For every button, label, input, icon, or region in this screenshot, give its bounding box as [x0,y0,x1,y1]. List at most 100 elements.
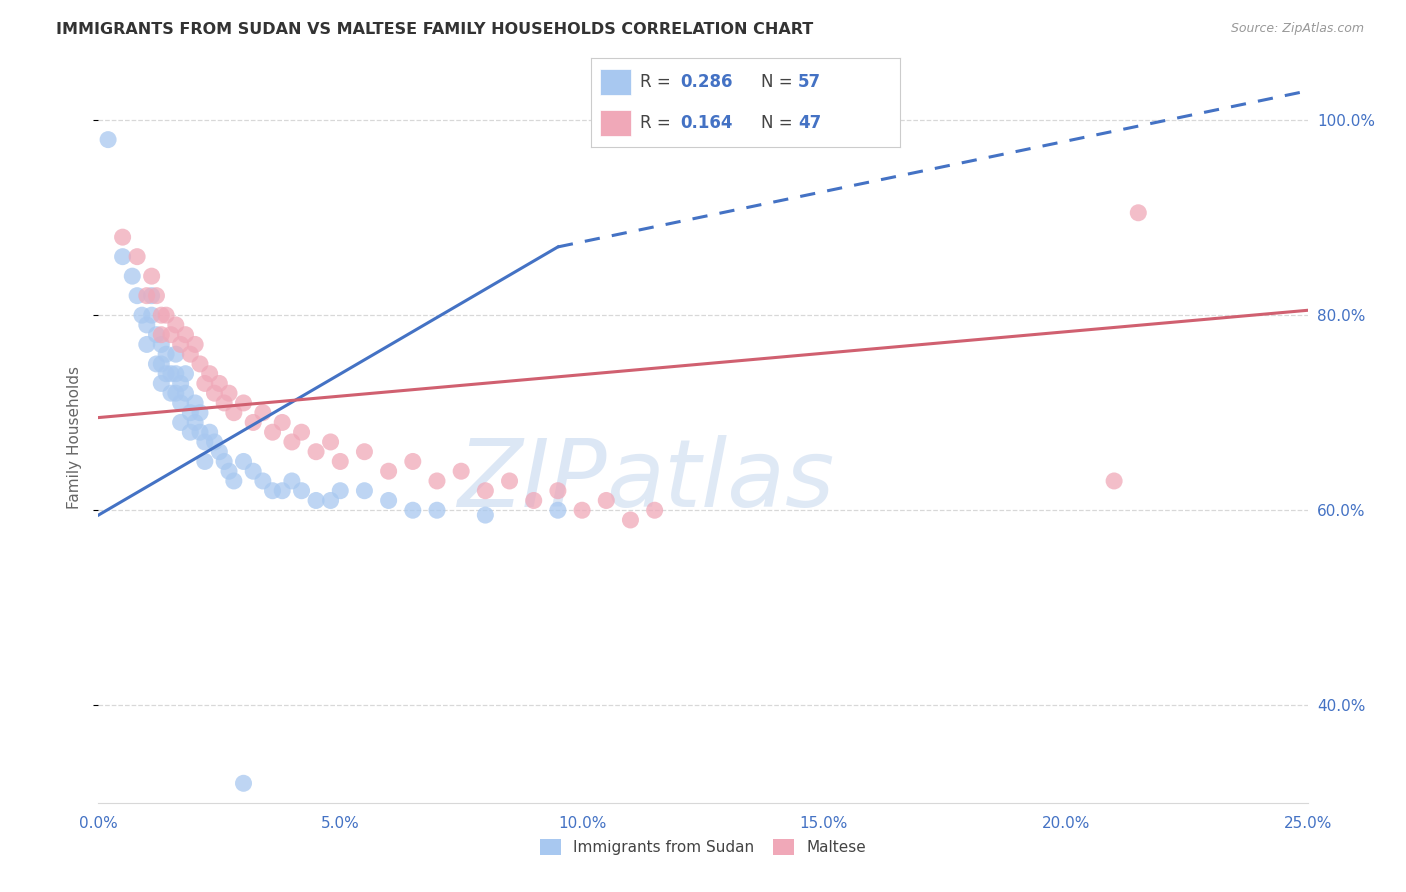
Point [198,367,221,381]
Point [188,425,211,440]
Point [111,230,134,244]
Point [218,386,240,401]
Point [644,503,666,517]
Text: N =: N = [761,73,797,91]
Point [305,493,328,508]
Point [135,288,157,302]
Point [426,474,449,488]
Point [319,434,342,449]
Point [212,396,235,410]
Text: 0.286: 0.286 [681,73,733,91]
Point [165,367,187,381]
Point [208,444,231,458]
Point [377,464,399,478]
Text: N =: N = [761,114,797,132]
Point [145,288,167,302]
Text: IMMIGRANTS FROM SUDAN VS MALTESE FAMILY HOUSEHOLDS CORRELATION CHART: IMMIGRANTS FROM SUDAN VS MALTESE FAMILY … [56,22,814,37]
Point [218,464,240,478]
Point [271,416,294,430]
Point [145,357,167,371]
Point [271,483,294,498]
Point [179,406,201,420]
Point [97,133,120,147]
Point [194,376,217,391]
Point [188,357,211,371]
Point [319,493,342,508]
Point [179,425,201,440]
Point [262,425,284,440]
Point [194,454,217,468]
Point [498,474,520,488]
Text: R =: R = [640,73,676,91]
Point [290,425,312,440]
Point [127,288,149,302]
Point [353,483,375,498]
Point [1102,474,1125,488]
Point [169,416,191,430]
Point [232,776,254,790]
Point [169,376,191,391]
Point [353,444,375,458]
Point [131,308,153,322]
Text: 0.164: 0.164 [681,114,733,132]
Text: 57: 57 [797,73,821,91]
Point [547,503,569,517]
Point [242,464,264,478]
Point [290,483,312,498]
Text: R =: R = [640,114,676,132]
Point [204,386,226,401]
Point [160,327,183,342]
Point [150,308,173,322]
Point [194,434,217,449]
Point [426,503,449,517]
Point [619,513,641,527]
Point [222,474,245,488]
Point [281,474,304,488]
Point [208,376,231,391]
Point [1128,206,1150,220]
Point [150,327,173,342]
Point [160,386,183,401]
Point [262,483,284,498]
Point [474,508,496,522]
Point [595,493,617,508]
Point [547,483,569,498]
Point [155,347,177,361]
Text: 47: 47 [797,114,821,132]
Point [127,250,149,264]
Point [165,386,187,401]
Point [135,337,157,351]
Point [155,308,177,322]
Point [523,493,546,508]
Point [141,308,163,322]
Bar [600,110,631,136]
Point [145,327,167,342]
Point [571,503,593,517]
Point [160,367,183,381]
Text: Source: ZipAtlas.com: Source: ZipAtlas.com [1230,22,1364,36]
Point [402,503,425,517]
Point [150,376,173,391]
Point [174,327,197,342]
Point [169,337,191,351]
Point [252,474,274,488]
Point [135,318,157,332]
Point [141,269,163,284]
Text: ZIP: ZIP [457,435,606,526]
Point [329,454,352,468]
Y-axis label: Family Households: Family Households [67,366,83,508]
Point [204,434,226,449]
Point [141,288,163,302]
Point [111,250,134,264]
Point [174,367,197,381]
Point [222,406,245,420]
Point [450,464,472,478]
Point [150,337,173,351]
Point [198,425,221,440]
Point [174,386,197,401]
Point [212,454,235,468]
Point [121,269,143,284]
Legend: Immigrants from Sudan, Maltese: Immigrants from Sudan, Maltese [534,833,872,861]
Point [150,357,173,371]
Point [242,416,264,430]
